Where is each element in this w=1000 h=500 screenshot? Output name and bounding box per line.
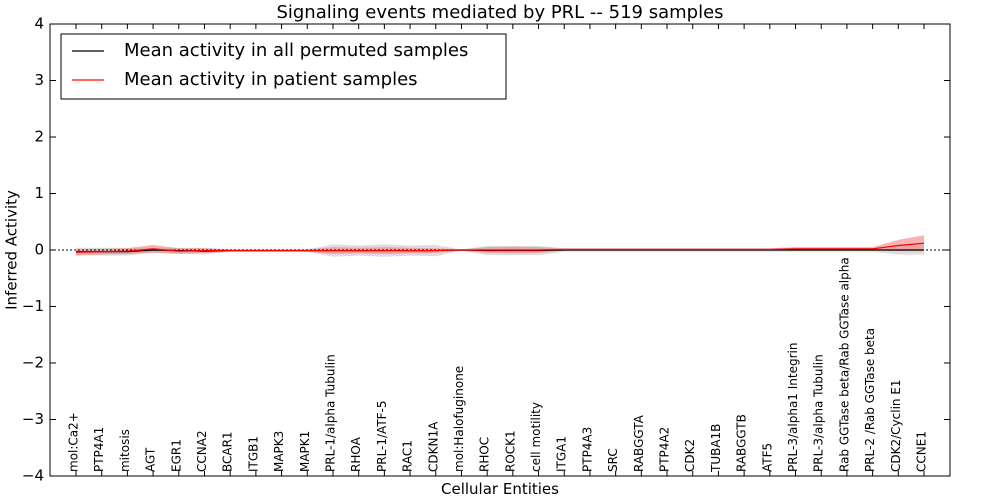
x-axis-label: Cellular Entities	[441, 480, 559, 498]
legend-label-0: Mean activity in all permuted samples	[124, 40, 468, 61]
category-label: CCNE1	[915, 431, 929, 472]
category-label: BCAR1	[221, 431, 235, 472]
y-tick-label: −4	[22, 467, 44, 485]
category-label: ATF5	[760, 443, 774, 472]
category-label: mitosis	[118, 429, 132, 472]
y-tick-label: 4	[34, 15, 44, 33]
category-label: CDK2/Cyclin E1	[889, 379, 903, 472]
category-label: AGT	[144, 447, 158, 472]
category-label: PRL-3/alpha Tubulin	[812, 354, 826, 472]
category-label: ROCK1	[503, 430, 517, 472]
category-label: ITGB1	[246, 436, 260, 472]
category-label: SRC	[606, 448, 620, 472]
category-label: mol:Ca2+	[67, 412, 81, 472]
category-label: PRL-1/alpha Tubulin	[323, 354, 337, 472]
category-label: cell motility	[529, 402, 543, 472]
category-label: PRL-3/alpha1 Integrin	[786, 343, 800, 473]
category-label: RABGGTB	[735, 414, 749, 472]
y-tick-label: 2	[34, 128, 44, 146]
y-tick-label: −3	[22, 410, 44, 428]
category-label: Rab GGTase beta/Rab GGTase alpha	[837, 257, 851, 472]
category-label: CCNA2	[195, 430, 209, 472]
category-label: PRL-1/ATF-5	[375, 400, 389, 472]
category-label: mol:Halofuginone	[452, 366, 466, 472]
band-1	[76, 235, 924, 256]
category-label: RHOA	[349, 436, 363, 472]
category-label: TUBA1B	[709, 424, 723, 473]
category-label: CDK2	[683, 439, 697, 472]
series-line-1	[75, 242, 925, 253]
category-labels: mol:Ca2+ PTP4A1 mitosis AGT EGR1 CCNA2 BCAR1 IT…	[67, 257, 929, 473]
category-label: RHOC	[478, 437, 492, 472]
legend-label-1: Mean activity in patient samples	[124, 69, 418, 90]
category-label: PTP4A2	[658, 427, 672, 472]
category-label: PTP4A3	[580, 427, 594, 472]
y-tick-label: 1	[34, 184, 44, 202]
y-tick-label: 3	[34, 71, 44, 89]
category-label: MAPK1	[298, 431, 312, 472]
y-tick-label: −1	[22, 297, 44, 315]
category-label: ITGA1	[555, 436, 569, 472]
category-label: EGR1	[169, 439, 183, 472]
axes: −4 −3 −2 −1 0 1 2 3 4	[22, 15, 951, 485]
category-label: RABGGTA	[632, 414, 646, 472]
category-label: RAC1	[401, 440, 415, 472]
category-label: PTP4A1	[92, 427, 106, 472]
legend: Mean activity in all permuted samples Mea…	[60, 33, 507, 100]
category-label: PRL-2 /Rab GGTase beta	[863, 328, 877, 472]
chart-title: Signaling events mediated by PRL -- 519 …	[276, 2, 723, 23]
y-tick-label: −2	[22, 354, 44, 372]
category-label: MAPK3	[272, 431, 286, 472]
confidence-bands	[76, 235, 924, 257]
y-axis-label: Inferred Activity	[3, 190, 21, 310]
series-lines	[75, 242, 925, 253]
category-label: CDKN1A	[426, 421, 440, 472]
y-tick-label: 0	[34, 241, 44, 259]
legend-box	[60, 33, 507, 100]
